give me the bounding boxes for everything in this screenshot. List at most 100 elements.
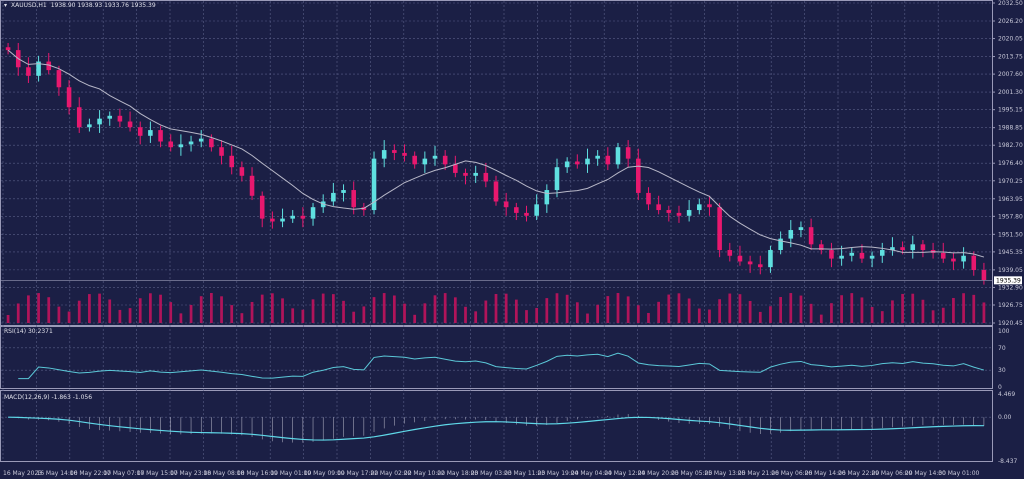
candle (158, 125, 163, 148)
x-tick-label: 16 May 22:00 (70, 470, 111, 477)
candle-body (107, 115, 113, 119)
candle (493, 175, 499, 206)
candle-body (503, 201, 509, 208)
candle (402, 144, 407, 162)
candle (422, 151, 428, 173)
candle (829, 242, 834, 268)
candle (97, 110, 102, 133)
candle-body (351, 190, 356, 208)
candle (808, 218, 814, 251)
candle (26, 57, 31, 83)
price-tick-label: 2032.50 (998, 0, 1023, 7)
candle (524, 205, 529, 222)
candle (707, 195, 712, 216)
candle-body (869, 255, 875, 259)
candle-body (300, 215, 306, 219)
macd-tick-label: 0.00 (998, 414, 1012, 421)
x-tick-label: 18 May 08:00 (203, 470, 244, 477)
candle (798, 221, 804, 238)
candle (46, 52, 52, 75)
candle (575, 154, 580, 169)
candle-body (575, 161, 580, 165)
price-tick-label: 2013.75 (998, 54, 1023, 61)
candle (544, 184, 550, 213)
candle-body (981, 270, 987, 281)
price-tick-label: 1963.95 (998, 196, 1023, 203)
candle-body (818, 244, 824, 251)
current-price-tag (994, 276, 1022, 285)
candle (727, 242, 733, 262)
macd-label: MACD(12,26,9) -1.863 -1.056 (4, 394, 93, 401)
candle (778, 231, 783, 255)
candle (463, 168, 468, 185)
candle-body (961, 255, 966, 262)
x-tick-label: 16 May 14:00 (36, 470, 77, 477)
candle-body (940, 252, 946, 259)
candle (737, 245, 743, 266)
candle-body (371, 158, 377, 211)
candle-body (676, 212, 682, 216)
candle (473, 165, 478, 183)
candle (392, 144, 397, 161)
candle-body (636, 158, 641, 193)
candle-body (239, 167, 245, 176)
candle (940, 242, 946, 263)
candle (66, 80, 72, 115)
candle-body (697, 204, 702, 211)
macd-tick-label: -8.437 (998, 458, 1018, 465)
candle-body (554, 167, 560, 191)
candle-body (646, 192, 651, 205)
price-tick-label: 1926.75 (998, 302, 1023, 309)
moving-average-line (7, 49, 985, 258)
candle-body (412, 155, 417, 165)
candle-body (798, 227, 804, 231)
candle (951, 252, 956, 271)
x-tick-label: 22 May 02:00 (370, 470, 411, 477)
candle (503, 192, 509, 216)
candle-body (87, 124, 92, 128)
candle-body (758, 264, 763, 268)
price-tick-label: 1932.90 (998, 284, 1023, 291)
candle (625, 140, 631, 168)
candle-body (615, 147, 621, 165)
candle (229, 145, 234, 175)
candle-body (453, 164, 458, 173)
candle (76, 97, 82, 133)
x-tick-label: 24 May 04:00 (571, 470, 612, 477)
x-tick-label: 26 May 14:00 (805, 470, 846, 477)
candle (849, 247, 855, 262)
candle (381, 140, 387, 168)
candle-body (229, 155, 234, 168)
candle (188, 135, 194, 152)
price-tick-label: 1995.15 (998, 107, 1023, 114)
candle-body (280, 218, 285, 222)
x-tick-label: 19 May 01:00 (270, 470, 311, 477)
candle-body (331, 192, 336, 202)
candle (747, 255, 753, 273)
candle-body (971, 255, 977, 271)
candle (890, 237, 895, 256)
price-tick-label: 1951.50 (998, 231, 1023, 238)
candle (697, 198, 702, 215)
ohlc-readout: 1938.90 1938.93 1933.76 1935.39 (50, 2, 156, 9)
macd-tick-label: 4.469 (998, 391, 1015, 398)
candle-body (310, 207, 316, 219)
candle (219, 140, 224, 165)
candle-body (595, 155, 600, 159)
candle (920, 240, 926, 258)
candle-body (442, 155, 448, 165)
x-tick-label: 19 May 17:00 (337, 470, 378, 477)
candle (768, 245, 773, 273)
candle (168, 134, 174, 152)
price-tick-label: 1976.40 (998, 160, 1023, 167)
candle-body (137, 127, 143, 136)
candle-body (544, 190, 550, 205)
candle (666, 205, 672, 222)
candle-body (524, 212, 529, 216)
candle-body (5, 47, 11, 51)
candle (198, 130, 204, 148)
candle-body (392, 150, 397, 153)
symbol-dropdown-icon[interactable]: ▾ (4, 2, 8, 9)
candle-body (534, 204, 539, 216)
